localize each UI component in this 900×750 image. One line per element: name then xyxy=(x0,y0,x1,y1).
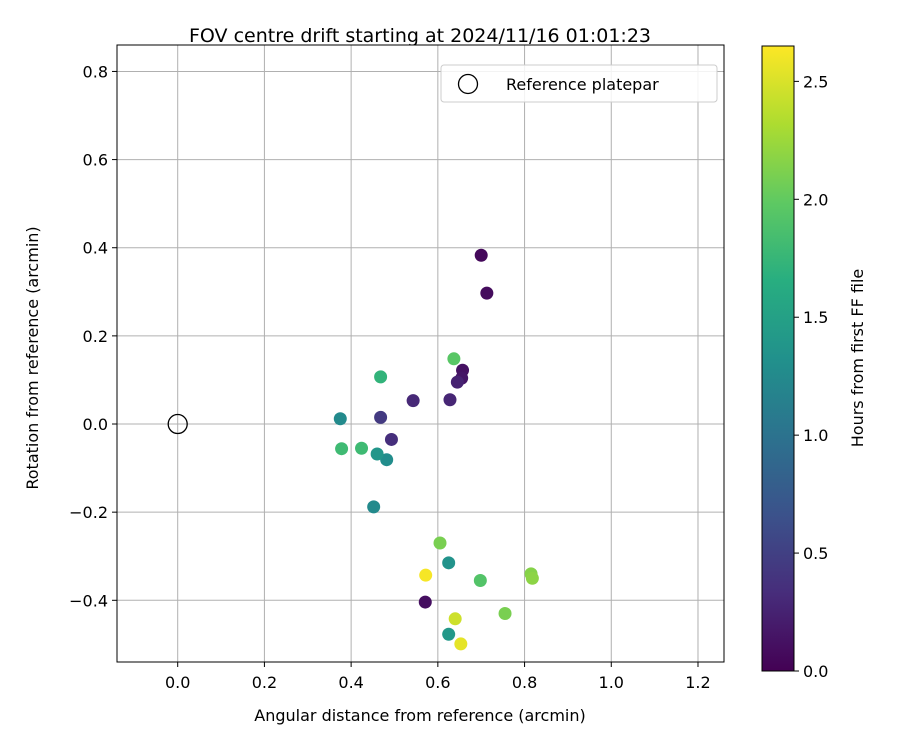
colorbar-tick-label: 1.0 xyxy=(803,426,828,445)
reference-point-marker xyxy=(167,413,188,435)
y-tick-label: 0.4 xyxy=(83,239,108,258)
plot-frame xyxy=(116,44,725,663)
data-point xyxy=(333,412,347,426)
data-point xyxy=(419,568,433,582)
x-axis-label: Angular distance from reference (arcmin) xyxy=(254,706,585,725)
x-tick-label: 0.4 xyxy=(338,673,363,692)
colorbar-tick-label: 2.0 xyxy=(803,190,828,209)
y-axis-label: Rotation from reference (arcmin) xyxy=(23,226,42,489)
x-tick-label: 0.2 xyxy=(252,673,277,692)
data-point xyxy=(374,410,388,424)
data-point xyxy=(454,637,468,651)
data-point xyxy=(384,432,398,446)
data-point xyxy=(525,571,539,585)
y-tick-label: 0.8 xyxy=(83,62,108,81)
x-tick-label: 0.0 xyxy=(165,673,190,692)
data-point xyxy=(418,595,432,609)
colorbar-ticks: 0.0 0.5 1.0 1.5 2.0 2.5 xyxy=(794,72,828,681)
data-point xyxy=(406,394,420,408)
legend-marker xyxy=(457,73,479,95)
reference-layer xyxy=(167,413,188,435)
colorbar-tick-label: 0.5 xyxy=(803,544,828,563)
data-point xyxy=(498,607,512,621)
y-tick-label: 0.2 xyxy=(83,327,108,346)
colorbar-tick-label: 2.5 xyxy=(803,72,828,91)
data-point xyxy=(335,442,349,456)
grid xyxy=(117,45,724,662)
data-point xyxy=(370,447,384,461)
colorbar: 0.0 0.5 1.0 1.5 2.0 2.5 Hours from first FF f… xyxy=(761,45,867,681)
data-points xyxy=(333,248,539,651)
data-point xyxy=(474,248,488,262)
data-point xyxy=(442,627,456,641)
data-point xyxy=(450,375,464,389)
legend-box xyxy=(440,64,718,103)
data-point xyxy=(374,370,388,384)
colorbar-gradient xyxy=(761,45,795,672)
x-tick-label: 0.6 xyxy=(425,673,450,692)
data-point xyxy=(448,612,462,626)
data-point xyxy=(380,453,394,467)
y-tick-label: 0.0 xyxy=(83,415,108,434)
colorbar-label: Hours from first FF file xyxy=(848,269,867,448)
data-point xyxy=(447,352,461,366)
chart-title: FOV centre drift starting at 2024/11/16 … xyxy=(189,25,651,47)
y-tick-label: −0.2 xyxy=(69,503,108,522)
x-axis: 0.0 0.2 0.4 0.6 0.8 1.0 1.2 xyxy=(165,662,711,692)
y-tick-label: 0.6 xyxy=(83,151,108,170)
y-tick-label: −0.4 xyxy=(69,591,108,610)
plot-area xyxy=(116,44,725,663)
data-point xyxy=(433,536,447,550)
data-point xyxy=(480,286,494,300)
legend-label: Reference platepar xyxy=(506,75,659,94)
plot-background xyxy=(117,45,724,662)
y-axis: −0.4 −0.2 0.0 0.2 0.4 0.6 0.8 xyxy=(69,62,117,610)
colorbar-tick-label: 1.5 xyxy=(803,308,828,327)
data-point xyxy=(367,500,381,514)
legend: Reference platepar xyxy=(440,64,718,103)
x-tick-label: 0.8 xyxy=(512,673,537,692)
x-tick-label: 1.0 xyxy=(599,673,624,692)
data-point xyxy=(473,573,487,587)
data-point xyxy=(355,441,369,455)
x-tick-label: 1.2 xyxy=(685,673,710,692)
colorbar-tick-label: 0.0 xyxy=(803,662,828,681)
data-point xyxy=(443,393,457,407)
data-point xyxy=(442,556,456,570)
